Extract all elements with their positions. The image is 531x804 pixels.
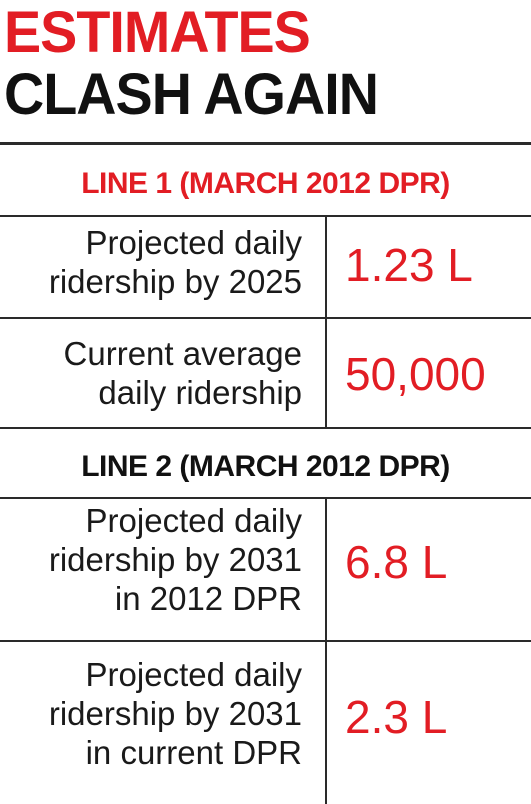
divider — [0, 497, 531, 499]
row-label-line: ridership by 2031 — [48, 695, 302, 732]
headline-line-1: ESTIMATES — [4, 0, 311, 65]
column-divider — [325, 317, 327, 427]
row-label-line: Projected daily — [85, 502, 302, 539]
headline: ESTIMATES CLASH AGAIN — [4, 2, 524, 126]
row-label-line: Projected daily — [85, 224, 302, 261]
column-divider — [325, 640, 327, 804]
row-label-line: Projected daily — [85, 656, 302, 693]
row-label: Projected daily ridership by 2031 in cur… — [10, 655, 302, 772]
row-label-line: ridership by 2031 — [48, 541, 302, 578]
row-label-line: Current average — [63, 335, 302, 372]
row-label: Projected daily ridership by 2025 — [10, 223, 302, 301]
column-divider — [325, 497, 327, 640]
row-label: Current average daily ridership — [10, 334, 302, 412]
divider — [0, 427, 531, 429]
row-label-line: in 2012 DPR — [114, 580, 302, 617]
row-label-line: ridership by 2025 — [48, 263, 302, 300]
row-label: Projected daily ridership by 2031 in 201… — [10, 501, 302, 618]
row-label-line: in current DPR — [85, 734, 302, 771]
estimates-table: LINE 1 (MARCH 2012 DPR) Projected daily … — [0, 142, 531, 804]
section-heading-line-2: LINE 2 (MARCH 2012 DPR) — [81, 450, 450, 483]
row-label-line: daily ridership — [98, 374, 302, 411]
headline-line-2: CLASH AGAIN — [4, 62, 379, 127]
divider — [0, 640, 531, 642]
divider — [0, 215, 531, 217]
section-heading-line-1: LINE 1 (MARCH 2012 DPR) — [81, 167, 450, 200]
row-value: 1.23 L — [345, 239, 473, 291]
row-value: 50,000 — [345, 348, 486, 400]
column-divider — [325, 215, 327, 317]
row-value: 6.8 L — [345, 536, 448, 588]
row-value: 2.3 L — [345, 691, 448, 743]
divider — [0, 317, 531, 319]
